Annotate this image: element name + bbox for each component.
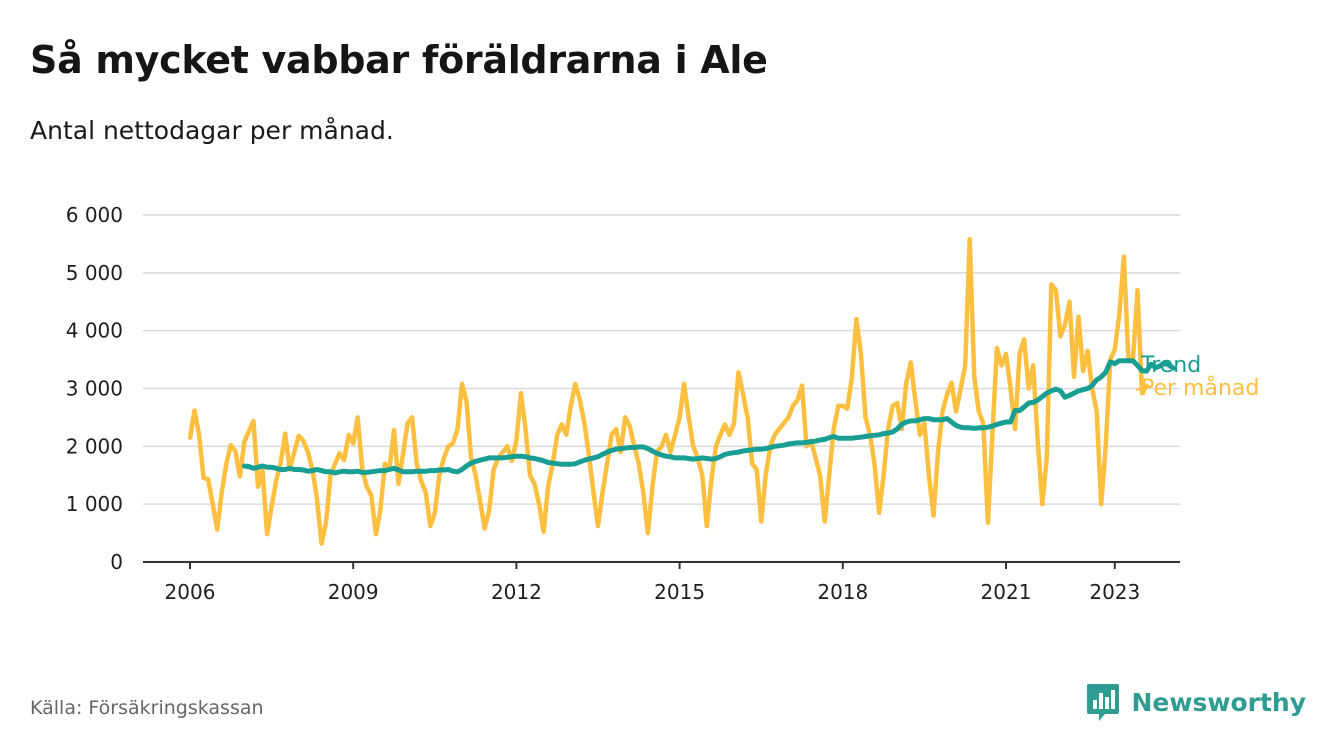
- page-title: Så mycket vabbar föräldrarna i Ale: [30, 38, 768, 82]
- y-tick-label: 1 000: [66, 492, 123, 516]
- series-label-connector: [1135, 384, 1150, 391]
- page-subtitle: Antal nettodagar per månad.: [30, 116, 394, 145]
- monthly-line: [187, 237, 1149, 546]
- series-lines: [187, 237, 1177, 546]
- y-tick-label: 6 000: [66, 203, 123, 227]
- x-tick-label: 2006: [165, 580, 216, 604]
- line-chart: 0 1 000 2 000 3 000 4 000 5 000 6 000 2006 2009…: [66, 203, 1260, 604]
- brand-name: Newsworthy: [1131, 687, 1307, 717]
- x-axis: 2006 2009 2012 2015 2018 2021 2023: [143, 561, 1180, 604]
- y-tick-label: 5 000: [66, 261, 123, 285]
- brand-logo: Newsworthy: [1086, 682, 1307, 722]
- x-tick-label: 2012: [491, 580, 542, 604]
- x-tick-label: 2023: [1089, 580, 1140, 604]
- y-tick-label: 2 000: [66, 434, 123, 458]
- y-tick-label: 4 000: [66, 319, 123, 343]
- x-tick-label: 2021: [981, 580, 1032, 604]
- x-tick-label: 2018: [817, 580, 868, 604]
- bar-chart-icon: [1086, 684, 1119, 721]
- y-tick-label: 3 000: [66, 377, 123, 401]
- source-note: Källa: Försäkringskassan: [30, 697, 264, 719]
- x-tick-label: 2009: [328, 580, 379, 604]
- y-tick-label: 0: [110, 550, 123, 574]
- series-label-monthly: Per månad: [1141, 375, 1259, 401]
- series-label-trend: Trend: [1140, 353, 1201, 378]
- y-axis: 0 1 000 2 000 3 000 4 000 5 000 6 000: [66, 203, 123, 574]
- x-tick-label: 2015: [654, 580, 705, 604]
- trend-line: [241, 358, 1177, 476]
